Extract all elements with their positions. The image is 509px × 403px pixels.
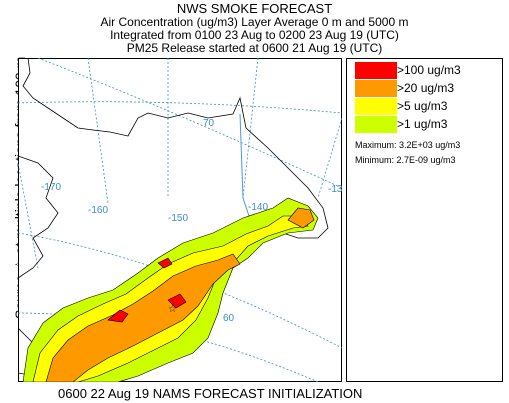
source-star-icon: ☆ [168,304,177,315]
map-canvas: ☆ -170 -160 -150 -140 -130 70 60 [18,58,342,382]
forecast-title: NWS SMOKE FORECAST [176,1,333,16]
plume-gt100 [107,309,129,323]
release-info: PM25 Release started at 0600 21 Aug 19 (… [126,41,383,55]
latitude-label: 60 [223,313,235,324]
minimum-value: Minimum: 2.7E-09 ug/m3 [355,155,456,165]
plume-gt100 [167,293,187,309]
longitude-label: -170 [41,182,61,193]
legend-label: >5 ug/m3 [397,99,448,113]
maximum-value: Maximum: 3.2E+03 ug/m3 [355,140,461,150]
integration-period: Integrated from 0100 23 Aug to 0200 23 A… [110,28,399,42]
legend-swatch [355,116,397,133]
plume-gt100 [157,257,173,269]
concentration-subtitle: Air Concentration (ug/m3) Layer Average … [100,15,409,29]
latitude-label: 70 [203,118,215,129]
longitude-label: -150 [168,213,188,224]
legend-label: >20 ug/m3 [397,81,455,95]
legend-swatch [355,62,397,79]
forecast-initialization: 0600 22 Aug 19 NAMS FORECAST INITIALIZAT… [58,386,363,401]
plume-gt20-east [287,207,315,229]
legend-swatch [355,80,397,97]
legend: >100 ug/m3 >20 ug/m3 >5 ug/m3 >1 ug/m3 M… [346,58,503,382]
legend-label: >1 ug/m3 [397,117,448,131]
smoke-map: ☆ -170 -160 -150 -140 -130 70 60 [18,58,342,382]
latitude-line [18,101,342,114]
longitude-line [317,117,342,199]
smoke-plume [22,197,319,382]
legend-swatch [355,98,397,115]
longitude-label: -140 [248,202,268,213]
longitude-label: -130 [328,184,342,195]
longitude-line [242,58,259,199]
legend-label: >100 ug/m3 [397,63,461,77]
western-coast [18,155,59,279]
plume-gt20 [45,253,241,382]
longitude-label: -160 [88,205,108,216]
